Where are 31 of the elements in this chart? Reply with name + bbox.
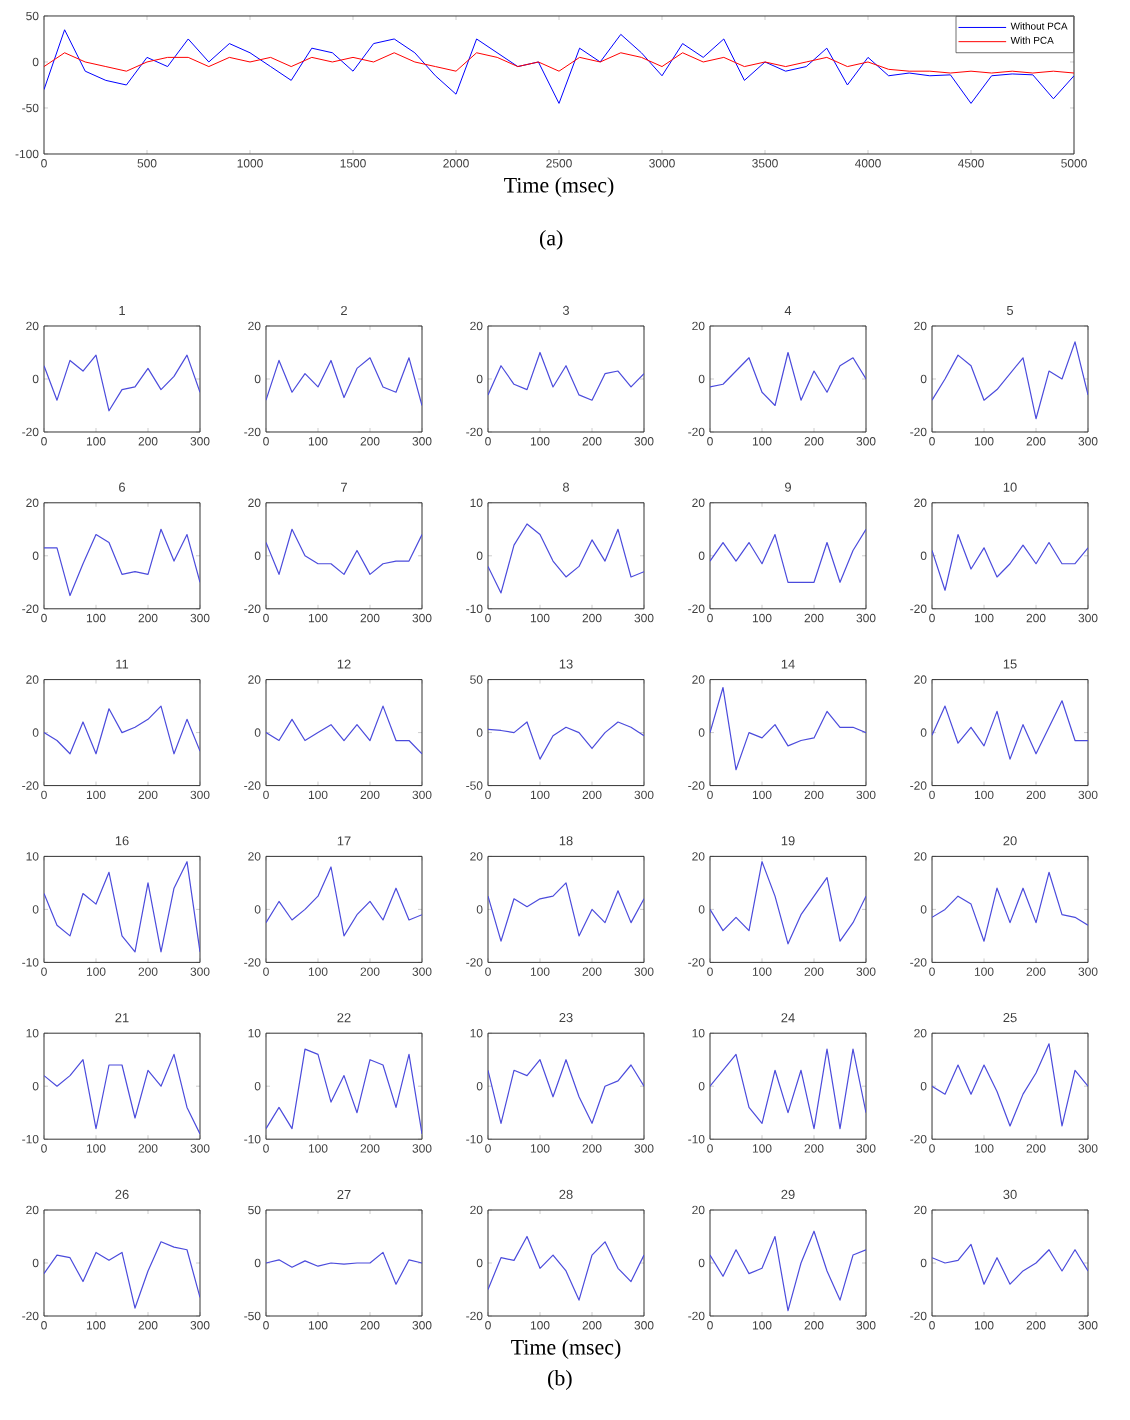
line-series — [44, 861, 200, 953]
line-series — [932, 533, 1089, 591]
line-series — [266, 866, 422, 937]
line-series — [488, 1235, 645, 1301]
line-series — [932, 871, 1089, 942]
line-series — [488, 351, 645, 401]
line-series — [710, 686, 867, 771]
line-series — [266, 528, 422, 575]
line-series — [44, 52, 1075, 74]
line-series — [488, 882, 645, 942]
line-series — [44, 705, 200, 755]
line-series — [266, 705, 422, 755]
line-series — [488, 523, 645, 594]
line-series — [44, 1241, 200, 1309]
line-series — [266, 1251, 422, 1285]
line-series — [932, 1043, 1089, 1127]
line-series — [44, 1053, 200, 1135]
x-axis-title: Time (msec) — [511, 1339, 621, 1360]
line-series — [932, 1243, 1089, 1285]
x-axis-title: Time (msec) — [504, 177, 614, 198]
line-series — [266, 357, 422, 407]
text: (b) — [548, 1370, 572, 1390]
line-series — [488, 1059, 645, 1124]
line-series — [710, 861, 867, 945]
text: (a) — [539, 230, 563, 250]
line-series — [488, 721, 645, 760]
line-series — [710, 1230, 867, 1312]
line-series — [44, 354, 200, 412]
line-series — [44, 528, 200, 597]
line-series — [932, 700, 1089, 760]
line-series — [266, 1048, 422, 1135]
